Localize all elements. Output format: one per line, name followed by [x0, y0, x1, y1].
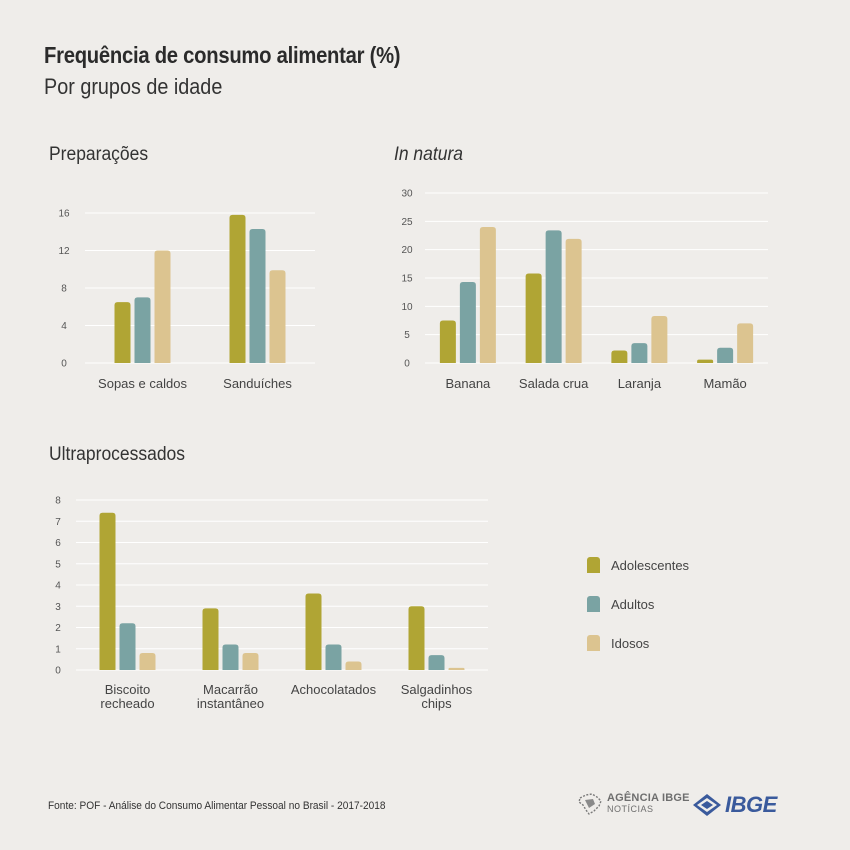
bar	[651, 315, 668, 363]
bar	[448, 667, 465, 670]
bar	[459, 281, 476, 363]
bar	[134, 297, 151, 363]
x-category-label: Banana	[445, 376, 491, 391]
page-subtitle: Por grupos de idade	[44, 74, 223, 99]
brazil-map-icon	[578, 793, 602, 815]
legend-swatch-idosos	[587, 635, 600, 651]
legend-swatch-adolescentes	[587, 557, 600, 573]
y-tick-label: 4	[61, 321, 67, 332]
bar	[737, 323, 754, 363]
panel-title-in-natura: In natura	[394, 144, 463, 165]
y-tick-label: 5	[55, 559, 61, 570]
x-category-label: Salgadinhos	[401, 682, 473, 697]
bar	[222, 644, 239, 670]
bar	[439, 320, 456, 363]
bar	[325, 644, 342, 670]
bar	[202, 608, 219, 670]
legend-label-idosos: Idosos	[611, 635, 650, 651]
x-category-label: Biscoito	[105, 682, 151, 697]
y-tick-label: 4	[55, 581, 61, 592]
page-title: Frequência de consumo alimentar (%)	[44, 42, 401, 68]
ibge-logo: IBGE	[692, 792, 777, 818]
bar	[697, 359, 714, 363]
bar	[408, 606, 425, 670]
y-tick-label: 15	[401, 274, 413, 285]
source-note: Fonte: POF - Análise do Consumo Alimenta…	[48, 800, 386, 812]
legend-label-adultos: Adultos	[611, 596, 655, 612]
bar	[119, 623, 136, 670]
y-tick-label: 30	[401, 189, 413, 200]
bar	[345, 661, 362, 670]
y-tick-label: 2	[55, 623, 61, 634]
bar	[139, 653, 156, 670]
panel-title-preparacoes: Preparações	[49, 144, 149, 165]
x-category-label: Sopas e caldos	[98, 376, 187, 391]
bar	[269, 270, 286, 363]
legend-item-adultos: Adultos	[587, 594, 689, 614]
y-tick-label: 20	[401, 245, 413, 256]
bar	[99, 512, 116, 670]
y-tick-label: 8	[61, 284, 67, 295]
bar	[631, 343, 648, 363]
x-category-label: Sanduíches	[223, 376, 292, 391]
legend: Adolescentes Adultos Idosos	[587, 555, 689, 672]
legend-item-adolescentes: Adolescentes	[587, 555, 689, 575]
legend-item-idosos: Idosos	[587, 633, 689, 653]
x-category-label: Salada crua	[519, 376, 589, 391]
y-tick-label: 3	[55, 602, 61, 613]
x-category-label: instantâneo	[197, 696, 264, 711]
bar	[242, 653, 259, 670]
y-tick-label: 16	[58, 209, 70, 220]
bar	[305, 593, 322, 670]
bar	[229, 214, 246, 363]
agencia-sub: NOTÍCIAS	[607, 804, 654, 814]
bar	[114, 302, 131, 363]
bar	[545, 230, 562, 363]
bar	[479, 227, 496, 363]
x-category-label: chips	[421, 696, 452, 711]
y-tick-label: 12	[58, 246, 70, 257]
bar	[525, 273, 542, 363]
y-tick-label: 6	[55, 538, 61, 549]
bar	[611, 350, 628, 363]
bar	[154, 250, 171, 363]
y-tick-label: 5	[404, 330, 410, 341]
legend-label-adolescentes: Adolescentes	[611, 557, 690, 573]
y-tick-label: 0	[55, 666, 61, 677]
ibge-name: IBGE	[725, 792, 777, 817]
y-tick-label: 25	[401, 217, 413, 228]
panel-title-ultraprocessados: Ultraprocessados	[49, 444, 186, 465]
x-category-label: Macarrão	[203, 682, 258, 697]
x-category-label: Laranja	[618, 376, 662, 391]
agencia-ibge-logo: AGÊNCIA IBGE NOTÍCIAS	[577, 792, 690, 816]
y-tick-label: 0	[404, 359, 410, 370]
y-tick-label: 1	[55, 644, 61, 655]
ibge-diamond-icon	[693, 794, 721, 816]
y-tick-label: 8	[55, 496, 61, 507]
bar	[249, 228, 266, 363]
bar	[428, 655, 445, 670]
y-tick-label: 10	[401, 302, 413, 313]
x-category-label: Mamão	[703, 376, 746, 391]
legend-swatch-adultos	[587, 596, 600, 612]
bar	[565, 238, 582, 363]
x-category-label: recheado	[100, 696, 154, 711]
y-tick-label: 7	[55, 517, 61, 528]
x-category-label: Achocolatados	[291, 682, 377, 697]
bar	[717, 347, 734, 363]
y-tick-label: 0	[61, 359, 67, 370]
agencia-name: AGÊNCIA IBGE	[607, 792, 690, 804]
